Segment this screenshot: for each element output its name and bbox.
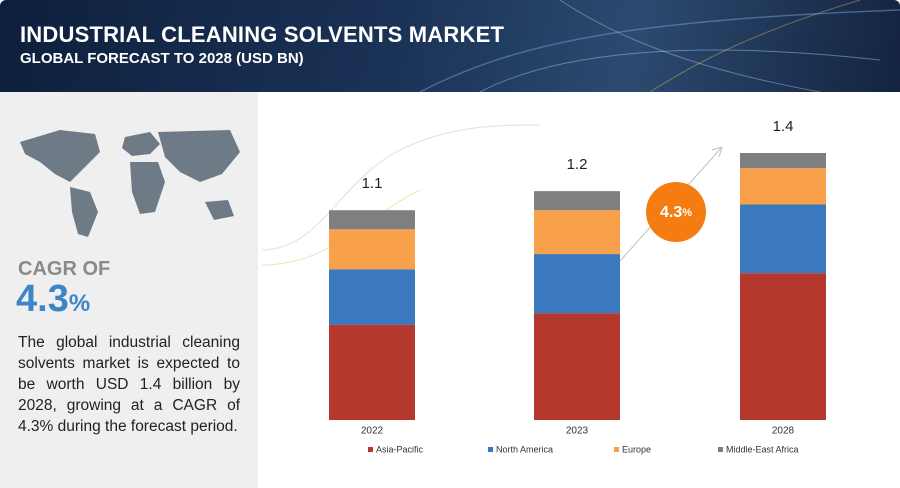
world-map xyxy=(20,130,240,237)
cagr-bubble-unit: % xyxy=(682,207,692,219)
trend-arrow xyxy=(611,146,723,271)
total-label: 1.2 xyxy=(567,156,588,173)
header-decoration xyxy=(419,0,900,92)
bar-segment xyxy=(534,254,620,314)
cagr-label: CAGR OF xyxy=(18,258,111,280)
cagr-bubble-number: 4.3 xyxy=(660,204,682,221)
bar-segment xyxy=(329,210,415,230)
bar-segment xyxy=(329,324,415,420)
legend-label: Europe xyxy=(622,444,651,454)
cagr-number: 4.3 xyxy=(16,278,69,320)
total-label: 1.1 xyxy=(362,175,383,192)
bar-segment xyxy=(534,191,620,211)
x-tick-label: 2028 xyxy=(772,426,795,437)
x-tick-label: 2023 xyxy=(566,426,589,437)
x-tick-label: 2022 xyxy=(361,426,384,437)
cagr-bubble xyxy=(646,182,706,242)
bar-segment xyxy=(740,204,826,274)
legend-swatch xyxy=(368,447,373,452)
legend-label: Asia-Pacific xyxy=(376,444,424,454)
bar-segment xyxy=(534,210,620,255)
bar-segment xyxy=(329,229,415,270)
cagr-value: 4.3% xyxy=(16,278,90,321)
legend-swatch xyxy=(488,447,493,452)
bar-segment xyxy=(740,168,826,205)
legend-swatch xyxy=(614,447,619,452)
summary-panel: CAGR OF 4.3% The global industrial clean… xyxy=(0,92,258,488)
trend-arrowhead xyxy=(711,146,723,158)
bar-segment xyxy=(740,273,826,420)
title: INDUSTRIAL CLEANING SOLVENTS MARKET xyxy=(20,22,505,47)
legend-swatch xyxy=(718,447,723,452)
legend-label: North America xyxy=(496,444,553,454)
summary-text: The global industrial cleaning solvents … xyxy=(18,334,240,435)
legend-label: Middle-East Africa xyxy=(726,444,799,454)
subtitle: GLOBAL FORECAST TO 2028 (USD BN) xyxy=(20,50,304,67)
header: INDUSTRIAL CLEANING SOLVENTS MARKET GLOB… xyxy=(0,0,900,92)
total-label: 1.4 xyxy=(773,118,794,135)
bar-segment xyxy=(740,153,826,169)
cagr-unit: % xyxy=(68,290,91,317)
bar-segment xyxy=(534,313,620,420)
bar-segment xyxy=(329,269,415,325)
cagr-bubble-label: 4.3% xyxy=(660,204,692,221)
